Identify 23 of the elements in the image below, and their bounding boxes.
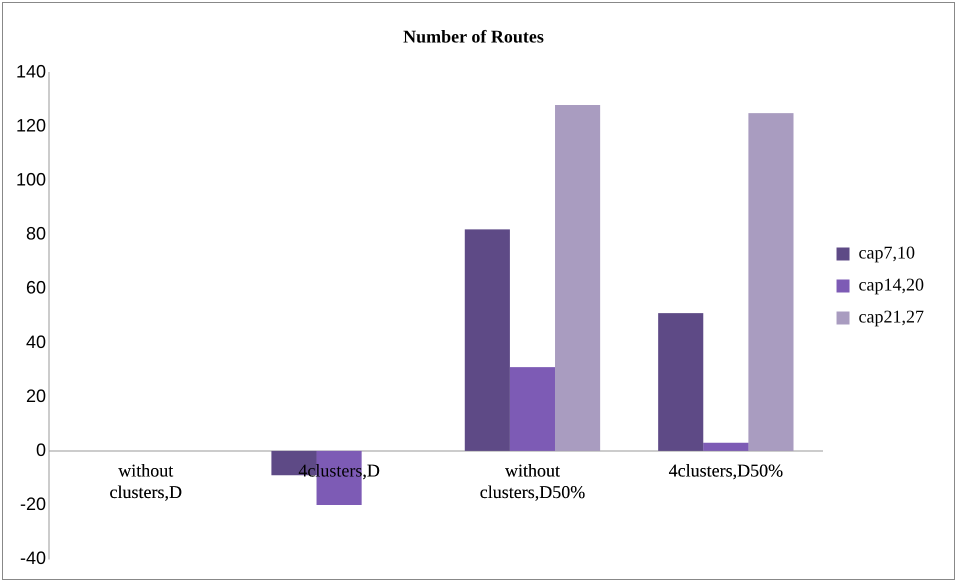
y-tick-label: 100: [16, 170, 46, 190]
bar: [555, 105, 600, 451]
legend-label: cap21,27: [858, 306, 924, 327]
y-tick-label: -20: [20, 494, 46, 514]
y-tick-label: -40: [20, 548, 46, 568]
chart-title: Number of Routes: [403, 26, 544, 46]
bar: [748, 113, 794, 451]
bar: [658, 313, 704, 451]
bar: [464, 229, 510, 451]
legend-label: cap7,10: [858, 242, 916, 263]
y-tick-label: 0: [36, 440, 46, 460]
x-tick-label: without clusters,D: [109, 460, 182, 502]
x-tick-label: 4clusters,D50%: [668, 460, 784, 480]
x-tick-label: without clusters,D50%: [480, 460, 586, 502]
y-tick-label: 60: [26, 278, 46, 298]
y-tick-label: 40: [26, 332, 46, 352]
y-tick-label: 140: [16, 62, 46, 82]
bar: [510, 367, 556, 451]
y-tick-label: 20: [26, 386, 46, 406]
legend-label: cap14,20: [858, 274, 924, 295]
y-tick-label: 120: [16, 116, 46, 136]
y-tick-label: 80: [26, 224, 46, 244]
bar: [703, 442, 748, 451]
